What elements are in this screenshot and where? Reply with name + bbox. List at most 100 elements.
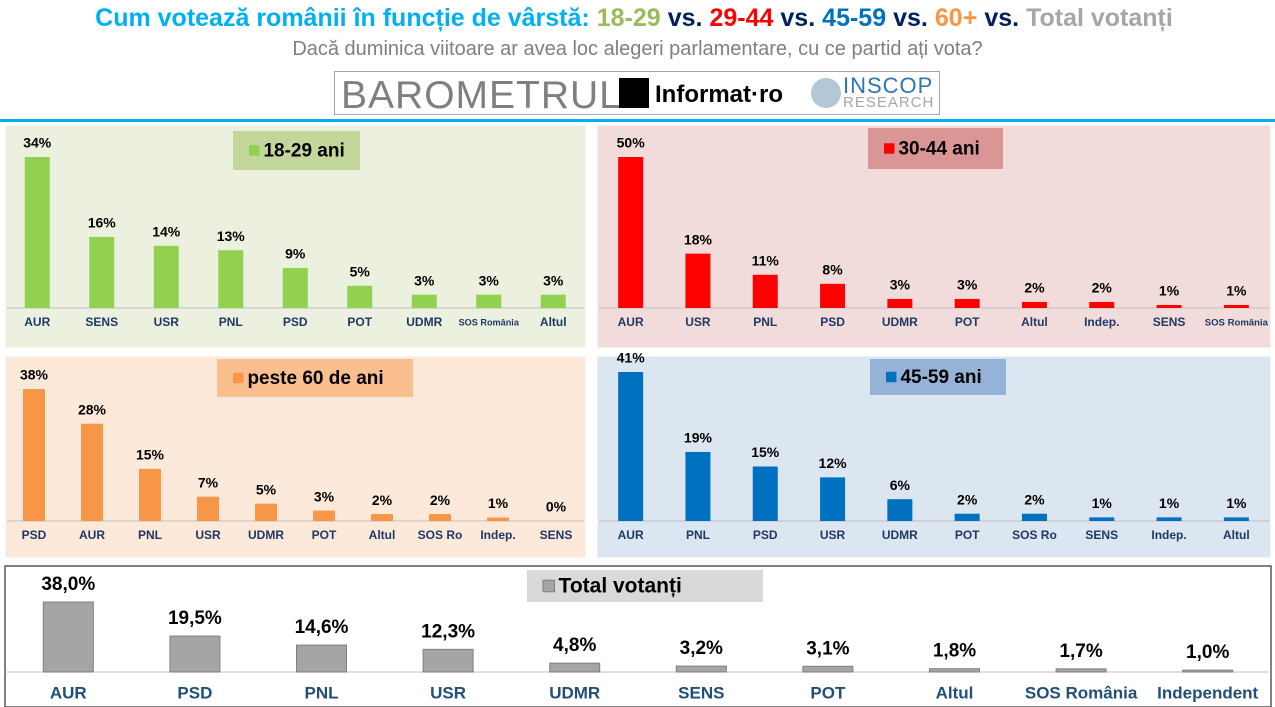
category-label: Indep.: [1084, 315, 1119, 329]
category-label: USR: [430, 683, 466, 702]
value-label: 3%: [314, 488, 335, 504]
value-label: 3%: [890, 277, 911, 293]
category-label: PNL: [686, 528, 710, 542]
category-label: AUR: [618, 315, 644, 329]
bar: [752, 274, 778, 308]
value-label: 3,1%: [806, 638, 849, 659]
value-label: 38,0%: [41, 574, 95, 595]
category-label: AUR: [79, 528, 105, 542]
value-label: 1%: [1226, 283, 1247, 299]
legend-label: 45-59 ani: [900, 367, 981, 388]
bar: [820, 477, 846, 521]
bar: [313, 510, 335, 521]
logo-text: INSCOP: [843, 73, 934, 98]
category-label: PNL: [219, 315, 243, 329]
value-label: 1%: [1226, 495, 1247, 511]
value-label: 1,7%: [1059, 641, 1102, 662]
category-label: AUR: [50, 683, 87, 702]
category-label: POT: [955, 315, 980, 329]
title-part: Cum votează românii în funcție de vârstă…: [95, 4, 590, 32]
bar: [1223, 517, 1249, 521]
bar: [255, 503, 277, 521]
bar: [1055, 668, 1107, 673]
category-label: AUR: [24, 315, 50, 329]
category-label: PSD: [753, 528, 778, 542]
bar: [752, 466, 778, 521]
logo-bar: BAROMETRUL Informat·ro INSCOP RESEARCH: [334, 71, 940, 117]
bar: [89, 236, 115, 308]
category-label: POT: [312, 528, 337, 542]
title-part: vs.: [984, 4, 1020, 32]
bar: [929, 668, 980, 673]
legend-label: 18-29 ani: [263, 141, 344, 162]
title-part: vs.: [893, 4, 928, 32]
category-label: SENS: [678, 683, 724, 702]
title-part: 45-59: [822, 4, 887, 32]
bar: [820, 283, 846, 308]
category-label: Altul: [936, 683, 974, 702]
value-label: 41%: [617, 350, 646, 366]
value-label: 34%: [23, 135, 52, 151]
category-label: POT: [347, 315, 372, 329]
legend-swatch: [884, 143, 895, 154]
category-label: SOS Ro: [1012, 528, 1057, 542]
value-label: 16%: [88, 215, 117, 231]
bar: [487, 517, 509, 521]
bar: [685, 253, 711, 308]
bar: [139, 468, 161, 521]
bar: [197, 496, 219, 521]
value-label: 2%: [957, 491, 978, 507]
logo-icon: [811, 78, 841, 108]
category-label: PSD: [820, 315, 845, 329]
bar: [218, 250, 244, 308]
category-label: SENS: [85, 315, 118, 329]
value-label: 1%: [488, 495, 509, 511]
bar: [347, 285, 373, 308]
category-label: UDMR: [549, 683, 600, 702]
title-part: vs.: [780, 4, 816, 32]
bar: [802, 665, 854, 673]
value-label: 1,8%: [933, 641, 976, 662]
bar: [1223, 304, 1249, 308]
category-label: PNL: [305, 683, 339, 702]
category-label: UDMR: [882, 528, 918, 542]
title-part: 29-44: [709, 4, 774, 32]
logo-text: BAROMETRUL: [341, 74, 622, 117]
bar: [411, 294, 437, 308]
value-label: 0%: [546, 499, 567, 515]
title-part: 18-29: [596, 4, 661, 32]
category-label: PSD: [177, 683, 212, 702]
value-label: 3%: [543, 272, 564, 288]
value-label: 15%: [136, 447, 165, 463]
category-label: POT: [955, 528, 980, 542]
category-label: USR: [154, 315, 180, 329]
category-label: SENS: [540, 528, 573, 542]
value-label: 1%: [1159, 283, 1180, 299]
value-label: 9%: [285, 246, 306, 262]
value-label: 3%: [957, 277, 978, 293]
category-label: USR: [685, 315, 711, 329]
bar: [296, 644, 347, 673]
bar: [1156, 304, 1182, 308]
bar: [81, 423, 103, 521]
bar: [618, 372, 644, 521]
legend-swatch: [249, 145, 260, 156]
legend-swatch: [886, 371, 897, 383]
title-part: Total votanți: [1026, 4, 1173, 32]
bar: [42, 601, 94, 673]
bar: [23, 389, 45, 521]
category-label: SOS Ro: [418, 528, 463, 542]
logo-text: Informat·ro: [655, 81, 783, 108]
value-label: 13%: [217, 228, 246, 244]
logo-icon: [619, 78, 649, 108]
value-label: 3%: [414, 272, 435, 288]
bar: [618, 157, 644, 308]
category-label: PNL: [138, 528, 162, 542]
bar: [429, 514, 451, 521]
category-label: Altul: [540, 315, 567, 329]
value-label: 2%: [1024, 491, 1045, 507]
value-label: 50%: [617, 135, 646, 151]
value-label: 38%: [20, 367, 49, 383]
category-label: SOS România: [1025, 683, 1138, 702]
legend-box: [217, 359, 413, 397]
